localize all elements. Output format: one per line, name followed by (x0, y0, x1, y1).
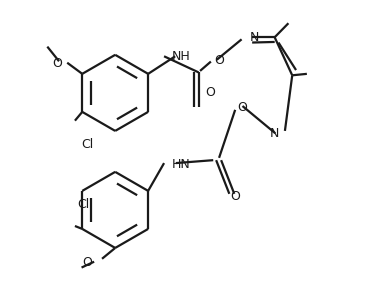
Text: NH: NH (172, 50, 191, 63)
Text: O: O (52, 57, 62, 70)
Text: O: O (214, 54, 224, 67)
Text: O: O (82, 256, 92, 269)
Text: O: O (205, 86, 215, 99)
Text: Cl: Cl (77, 198, 89, 211)
Text: N: N (270, 127, 279, 140)
Text: O: O (238, 101, 247, 114)
Text: Cl: Cl (81, 138, 93, 151)
Text: O: O (230, 190, 240, 203)
Text: N: N (250, 31, 259, 44)
Text: HN: HN (172, 158, 191, 171)
